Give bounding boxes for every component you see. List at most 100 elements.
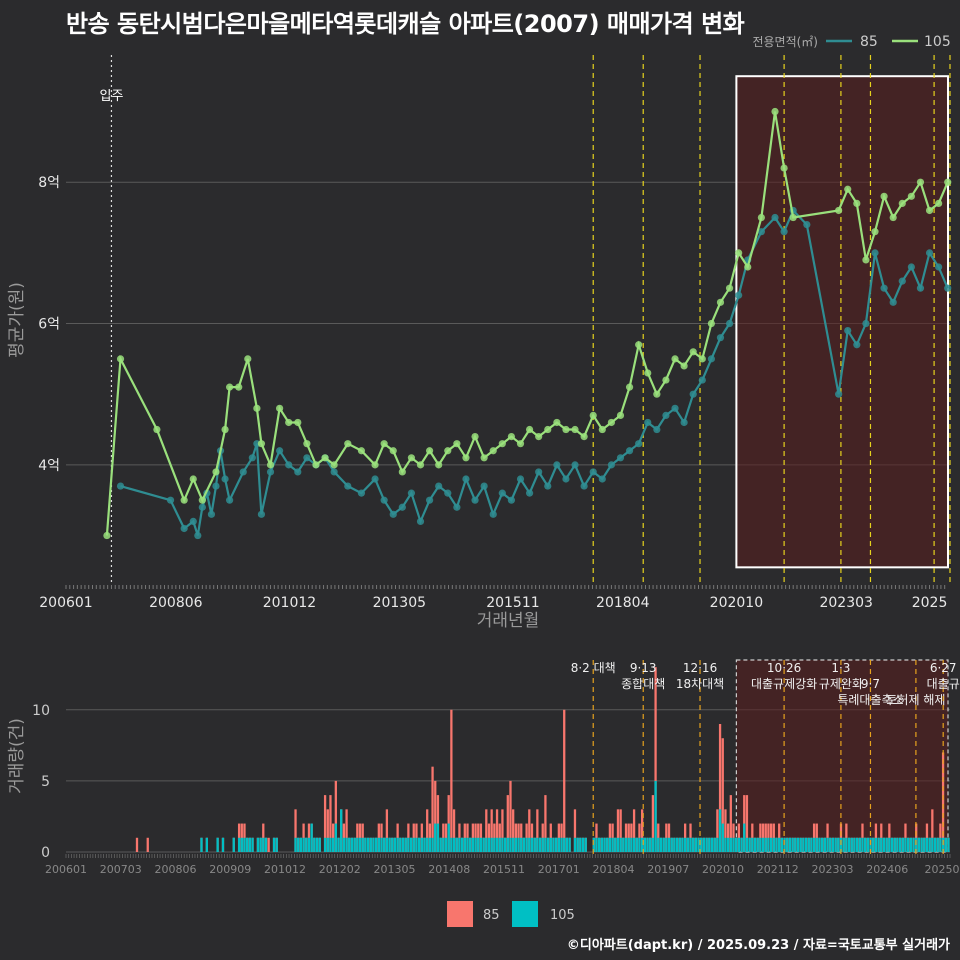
bar-105 xyxy=(337,837,340,852)
point-85 xyxy=(853,341,861,349)
bar-105 xyxy=(649,837,652,852)
bar-105 xyxy=(802,837,805,852)
point-105 xyxy=(153,425,161,434)
bar-105 xyxy=(581,837,585,852)
bar-105 xyxy=(436,823,440,852)
bar-105 xyxy=(606,837,609,852)
bar-105 xyxy=(697,837,700,852)
point-105 xyxy=(180,496,188,504)
volume-x-tick-label: 201804 xyxy=(593,863,635,876)
point-105 xyxy=(653,390,661,398)
bar-105 xyxy=(205,837,209,852)
bar-105 xyxy=(861,837,864,852)
point-105 xyxy=(544,425,552,434)
bar-105 xyxy=(855,837,859,852)
bar-105 xyxy=(294,837,297,852)
bar-105 xyxy=(450,837,453,852)
bar-105 xyxy=(404,837,407,852)
point-105 xyxy=(916,178,925,186)
bar-105 xyxy=(837,837,840,852)
bar-105 xyxy=(264,837,268,852)
bar-85 xyxy=(619,809,622,852)
bar-105 xyxy=(882,837,886,852)
point-85 xyxy=(671,404,679,412)
bar-105 xyxy=(358,837,362,852)
point-105 xyxy=(757,213,765,222)
bar-105 xyxy=(415,837,418,852)
point-85 xyxy=(116,482,125,490)
bar-105 xyxy=(506,837,509,852)
bar-105 xyxy=(724,837,727,852)
point-85 xyxy=(425,496,434,504)
bar-105 xyxy=(533,837,536,852)
point-105 xyxy=(380,440,388,448)
bar-85 xyxy=(654,667,657,852)
point-105 xyxy=(662,376,670,384)
highlight-region xyxy=(735,75,950,569)
bar-105 xyxy=(350,837,354,852)
point-105 xyxy=(398,468,406,476)
bar-105 xyxy=(310,823,313,852)
point-85 xyxy=(880,284,888,292)
bar-105 xyxy=(323,837,327,852)
point-105 xyxy=(257,440,266,448)
bar-105 xyxy=(692,837,695,852)
bar-105 xyxy=(525,837,528,852)
bar-105 xyxy=(769,837,773,852)
point-105 xyxy=(444,447,452,455)
bar-105 xyxy=(853,837,856,852)
point-105 xyxy=(853,199,861,207)
bar-85 xyxy=(718,724,722,852)
bar-105 xyxy=(614,837,617,852)
bar-105 xyxy=(512,837,515,852)
bar-105 xyxy=(635,837,638,852)
bar-105 xyxy=(509,837,512,852)
bar-105 xyxy=(796,837,800,852)
bar-105 xyxy=(702,837,706,852)
bar-105 xyxy=(385,837,389,852)
point-85 xyxy=(757,228,765,236)
bar-105 xyxy=(380,837,383,852)
point-105 xyxy=(416,461,425,469)
point-85 xyxy=(598,475,606,483)
bar-105 xyxy=(904,837,907,852)
point-85 xyxy=(698,376,706,384)
point-85 xyxy=(635,440,643,448)
point-105 xyxy=(635,341,643,349)
bar-105 xyxy=(791,837,794,852)
point-105 xyxy=(607,418,615,427)
bar-85 xyxy=(345,809,348,852)
point-105 xyxy=(453,440,461,448)
bar-85 xyxy=(434,780,437,852)
bar-105 xyxy=(794,837,797,852)
bar-105 xyxy=(313,837,316,852)
point-85 xyxy=(435,482,443,490)
bar-105 xyxy=(520,837,523,852)
x-tick-label: 201305 xyxy=(373,595,426,611)
bar-105 xyxy=(428,837,432,852)
bar-105 xyxy=(401,837,405,852)
bar-105 xyxy=(936,837,939,852)
point-85 xyxy=(562,475,570,483)
point-105 xyxy=(671,355,679,363)
x-tick-label: 2025 xyxy=(912,595,948,611)
point-85 xyxy=(207,510,216,518)
bar-105 xyxy=(641,837,644,852)
volume-x-tick-label: 201408 xyxy=(428,863,470,876)
point-105 xyxy=(789,213,797,222)
bar-105 xyxy=(778,837,781,852)
bar-85 xyxy=(724,809,727,852)
point-85 xyxy=(294,468,302,476)
point-85 xyxy=(221,475,229,483)
point-85 xyxy=(625,447,634,455)
source-footer: ©디아파트(dapt.kr) / 2025.09.23 / 자료=국토교통부 실… xyxy=(566,938,950,953)
bar-105 xyxy=(576,837,579,852)
point-85 xyxy=(371,475,379,483)
bar-105 xyxy=(874,837,878,852)
bar-105 xyxy=(552,837,555,852)
policy-annotation: 9·13 xyxy=(630,661,657,675)
point-105 xyxy=(371,461,379,469)
point-105 xyxy=(562,425,570,434)
bar-105 xyxy=(490,837,493,852)
bar-105 xyxy=(560,837,563,852)
